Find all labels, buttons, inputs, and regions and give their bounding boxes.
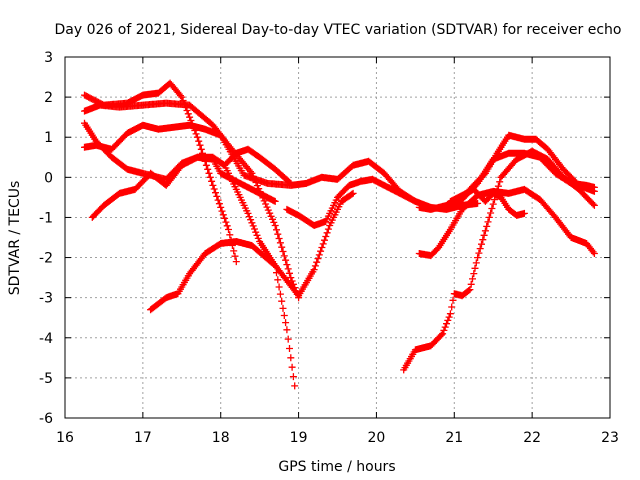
y-tick-label: -6 [39,411,53,427]
y-tick-label: 0 [44,170,53,186]
data-series [81,79,598,390]
plot-frame [64,56,611,419]
y-tick-label: -1 [39,210,53,226]
y-tick-label: -3 [39,291,53,307]
x-tick-label: 22 [523,430,541,446]
x-tick-label: 23 [601,430,619,446]
series-track-13 [450,131,598,211]
series-track-7 [221,145,295,187]
x-tick-label: 16 [56,430,74,446]
x-tick-label: 21 [445,430,463,446]
y-tick-label: -5 [39,371,53,387]
series-track-4 [81,121,419,205]
series-markers [415,185,598,260]
series-track-9 [415,185,598,260]
x-tick-label: 17 [134,430,152,446]
series-markers [147,189,357,314]
x-tick-label: 20 [368,430,386,446]
y-tick-label: 1 [44,130,53,146]
series-markers [81,121,419,205]
y-axis-label: SDTVAR / TECUs [7,181,23,296]
y-tick-label: 2 [44,90,53,106]
x-tick-label: 19 [290,430,308,446]
grid [65,57,610,418]
series-track-5 [88,153,279,221]
x-axis-label: GPS time / hours [278,459,395,475]
series-track-6 [147,189,357,314]
series-markers [88,153,279,221]
y-tick-label: -4 [39,331,53,347]
series-markers [450,131,598,211]
chart-title: Day 026 of 2021, Sidereal Day-to-day VTE… [55,22,622,38]
y-tick-label: -2 [39,251,53,267]
series-markers [221,145,295,187]
y-tick-label: 3 [44,50,53,66]
x-tick-label: 18 [212,430,230,446]
